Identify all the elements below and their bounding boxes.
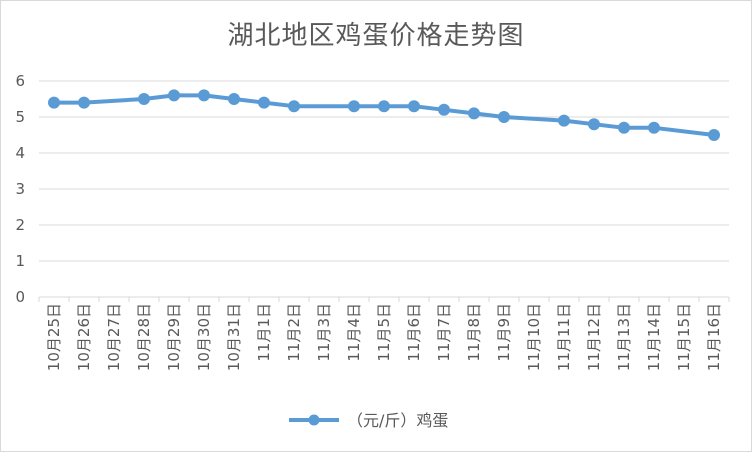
data-point [258, 96, 270, 109]
x-tick-label: 11月10日 [525, 303, 543, 371]
x-tick-label: 10月27日 [105, 303, 123, 371]
x-tick-label: 11月16日 [705, 303, 723, 371]
legend-marker [308, 414, 320, 426]
x-tick-label: 11月5日 [375, 303, 393, 362]
x-tick-label: 11月11日 [555, 303, 573, 371]
data-point [288, 100, 300, 113]
x-tick-label: 11月9日 [495, 303, 513, 362]
y-tick-label: 6 [15, 72, 25, 90]
data-point [48, 96, 60, 109]
y-tick-label: 2 [15, 216, 25, 234]
x-tick-label: 10月29日 [165, 303, 183, 371]
x-tick-label: 11月8日 [465, 303, 483, 362]
x-tick-label: 10月26日 [75, 303, 93, 371]
data-point [408, 100, 420, 113]
y-tick-label: 4 [15, 144, 25, 162]
x-tick-label: 11月13日 [615, 303, 633, 371]
x-tick-label: 11月15日 [675, 303, 693, 371]
data-point [588, 118, 600, 131]
x-tick-label: 11月1日 [255, 303, 273, 362]
y-tick-label: 5 [15, 108, 25, 126]
data-point [618, 121, 630, 134]
data-point [708, 129, 720, 141]
x-tick-label: 11月6日 [405, 303, 423, 362]
x-tick-label: 11月4日 [345, 303, 363, 362]
data-point [648, 121, 660, 134]
x-tick-label: 11月14日 [645, 303, 663, 371]
data-point [228, 93, 240, 105]
data-point [468, 107, 480, 120]
data-point [78, 96, 90, 109]
data-point [348, 100, 360, 113]
x-tick-label: 11月3日 [315, 303, 333, 362]
y-tick-label: 1 [15, 252, 25, 270]
data-point [378, 100, 390, 113]
legend-label: （元/斤）鸡蛋 [347, 411, 448, 430]
x-tick-label: 10月30日 [195, 303, 213, 371]
data-point [138, 93, 150, 105]
x-tick-label: 11月12日 [585, 303, 603, 371]
data-point [498, 111, 510, 123]
x-tick-label: 10月31日 [225, 303, 243, 371]
data-point [438, 103, 450, 116]
chart-title: 湖北地区鸡蛋价格走势图 [227, 21, 525, 51]
x-tick-label: 11月2日 [285, 303, 303, 362]
data-point [198, 89, 210, 102]
x-tick-label: 11月7日 [435, 303, 453, 362]
x-tick-label: 10月28日 [135, 303, 153, 371]
x-tick-label: 10月25日 [45, 303, 63, 371]
data-point [558, 114, 570, 127]
data-point [168, 89, 180, 102]
y-tick-label: 0 [15, 288, 25, 306]
y-tick-label: 3 [15, 180, 25, 198]
